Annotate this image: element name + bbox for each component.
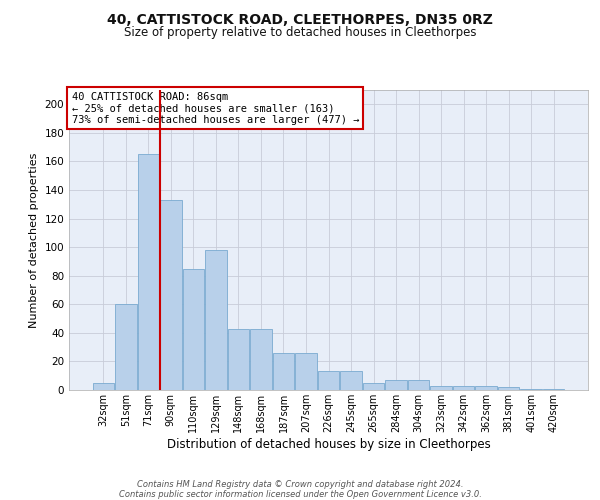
Bar: [92, 383, 114, 390]
X-axis label: Distribution of detached houses by size in Cleethorpes: Distribution of detached houses by size …: [167, 438, 490, 450]
Bar: [408, 380, 429, 390]
Bar: [182, 268, 204, 390]
Text: 40, CATTISTOCK ROAD, CLEETHORPES, DN35 0RZ: 40, CATTISTOCK ROAD, CLEETHORPES, DN35 0…: [107, 12, 493, 26]
Bar: [430, 386, 452, 390]
Bar: [273, 353, 294, 390]
Bar: [453, 386, 475, 390]
Bar: [115, 304, 137, 390]
Bar: [520, 388, 542, 390]
Text: Size of property relative to detached houses in Cleethorpes: Size of property relative to detached ho…: [124, 26, 476, 39]
Y-axis label: Number of detached properties: Number of detached properties: [29, 152, 39, 328]
Bar: [475, 386, 497, 390]
Bar: [385, 380, 407, 390]
Bar: [160, 200, 182, 390]
Bar: [498, 387, 520, 390]
Text: 40 CATTISTOCK ROAD: 86sqm
← 25% of detached houses are smaller (163)
73% of semi: 40 CATTISTOCK ROAD: 86sqm ← 25% of detac…: [71, 92, 359, 124]
Bar: [318, 372, 339, 390]
Text: Contains HM Land Registry data © Crown copyright and database right 2024.
Contai: Contains HM Land Registry data © Crown c…: [119, 480, 481, 499]
Bar: [543, 388, 565, 390]
Bar: [228, 328, 249, 390]
Bar: [137, 154, 159, 390]
Bar: [250, 328, 272, 390]
Bar: [295, 353, 317, 390]
Bar: [340, 372, 362, 390]
Bar: [205, 250, 227, 390]
Bar: [363, 383, 384, 390]
